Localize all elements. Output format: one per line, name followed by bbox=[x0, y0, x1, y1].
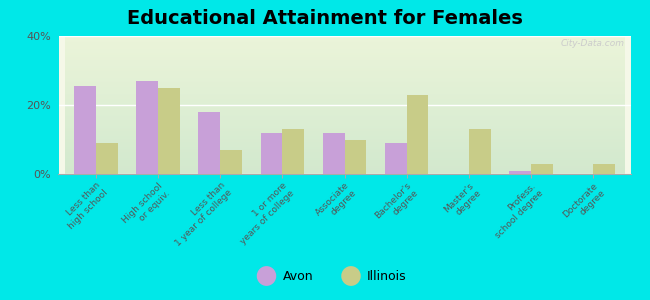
Bar bbox=[385, 143, 407, 174]
Bar bbox=[593, 164, 615, 174]
Text: Illinois: Illinois bbox=[367, 269, 407, 283]
Bar bbox=[509, 170, 531, 174]
Text: City-Data.com: City-Data.com bbox=[561, 39, 625, 48]
Bar bbox=[407, 94, 428, 174]
Bar bbox=[198, 112, 220, 174]
Ellipse shape bbox=[341, 266, 361, 286]
Bar bbox=[96, 143, 118, 174]
Bar bbox=[469, 129, 491, 174]
Bar bbox=[74, 86, 96, 174]
Bar bbox=[344, 140, 366, 174]
Ellipse shape bbox=[257, 266, 276, 286]
Bar bbox=[531, 164, 552, 174]
Bar bbox=[220, 150, 242, 174]
Bar bbox=[136, 81, 158, 174]
Bar bbox=[261, 133, 282, 174]
Bar bbox=[282, 129, 304, 174]
Bar bbox=[158, 88, 180, 174]
Text: Avon: Avon bbox=[283, 269, 313, 283]
Bar bbox=[323, 133, 345, 174]
Text: Educational Attainment for Females: Educational Attainment for Females bbox=[127, 9, 523, 28]
